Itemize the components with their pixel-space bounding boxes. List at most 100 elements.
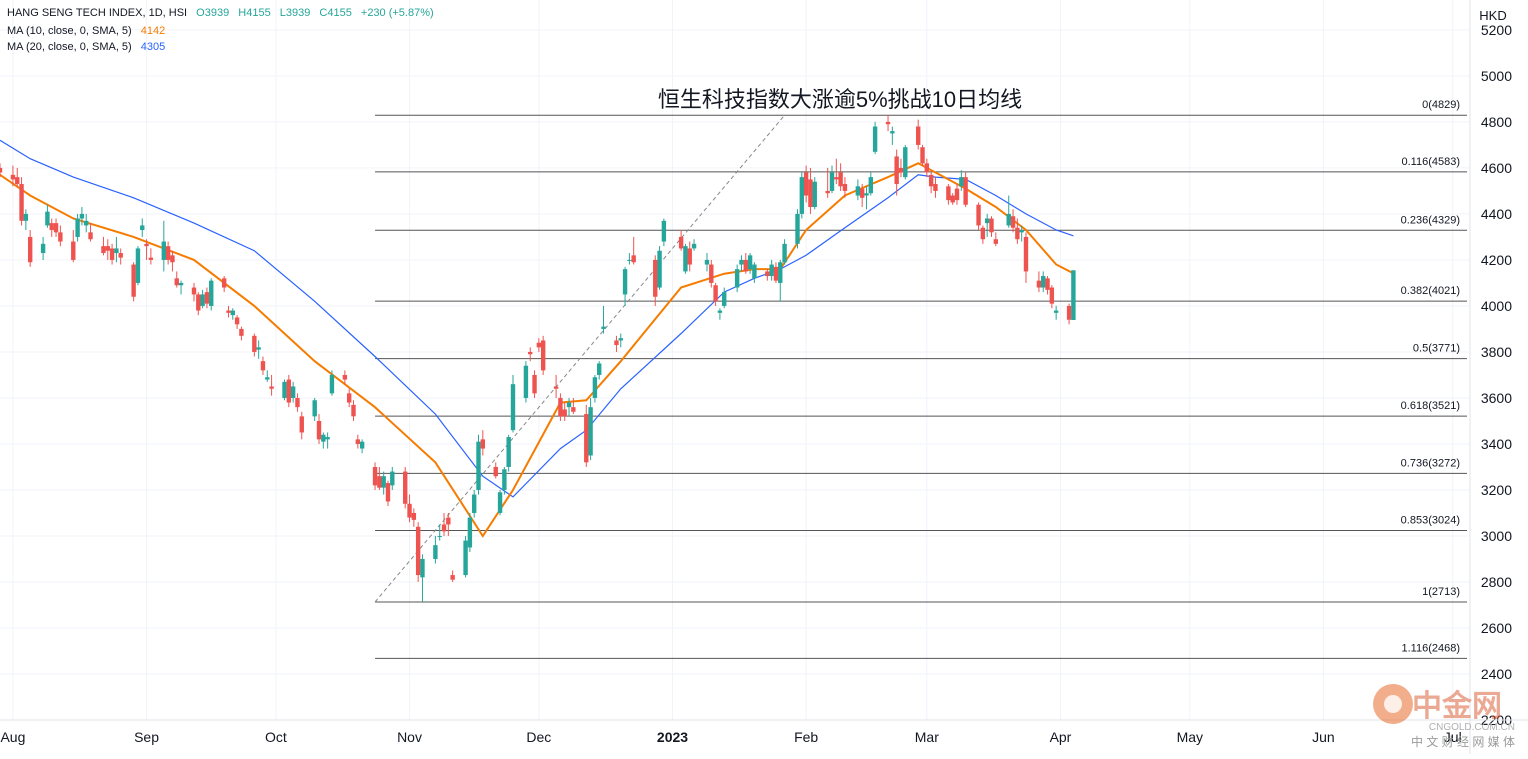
candle (433, 535, 438, 564)
candle-body (450, 575, 455, 580)
candle-body (803, 172, 809, 196)
candle-body (502, 469, 507, 490)
candle-body (747, 255, 753, 270)
x-tick-label: Sep (134, 729, 159, 745)
candle-body (441, 524, 447, 532)
fibonacci-retracement[interactable]: 0(4829) 0.116(4583) 0.236(4329) 0.382(4021)… (375, 99, 1467, 659)
candle (838, 163, 843, 191)
candle (683, 243, 688, 274)
candle (532, 370, 537, 398)
candle-body (993, 239, 999, 244)
candle-body (1049, 287, 1055, 304)
fib-level-label: 1(2713) (1422, 586, 1460, 598)
y-tick-label: 3000 (1481, 528, 1512, 544)
candle-body (691, 243, 697, 249)
candle (45, 204, 50, 228)
candle (295, 393, 300, 412)
candle-body (140, 225, 145, 231)
candle-body (226, 310, 231, 313)
candle-body (506, 437, 511, 467)
y-tick-label: 4800 (1481, 114, 1512, 130)
legend-ma20-row[interactable]: MA (20, close, 0, SMA, 5) 4305 (7, 41, 171, 53)
legend-ma10-row[interactable]: MA (10, close, 0, SMA, 5) 4142 (7, 25, 171, 37)
candle (558, 393, 563, 421)
candle (355, 434, 361, 449)
candle-body (165, 246, 171, 260)
x-tick-label: Oct (265, 729, 287, 745)
candle (528, 347, 533, 362)
candle-body (808, 179, 813, 208)
candle (260, 356, 266, 375)
candle (1036, 271, 1042, 293)
candle-body (282, 381, 287, 398)
ma20-label: MA (20, close, 0, SMA, 5) (7, 41, 132, 53)
candle-body (359, 441, 365, 449)
fib-trend-line (374, 114, 785, 603)
candle (299, 411, 304, 440)
candle (49, 218, 54, 237)
candle (803, 165, 809, 203)
candle-body (765, 271, 770, 277)
candle-body (859, 188, 865, 198)
x-tick-label: Jul (1444, 729, 1462, 745)
candle (950, 193, 955, 205)
candle (553, 374, 559, 398)
candle-body (838, 172, 843, 187)
candle-body (321, 434, 326, 442)
candle-body (773, 266, 779, 281)
candle-body (27, 236, 33, 263)
candle (653, 255, 658, 306)
candle (140, 218, 145, 237)
candle (101, 236, 106, 256)
candle (678, 230, 684, 251)
candle (290, 381, 296, 403)
candle-body (390, 471, 395, 486)
y-tick-label: 2600 (1481, 620, 1512, 636)
candle-body (622, 269, 628, 295)
x-axis[interactable]: Aug Sep Oct Nov Dec 2023 Feb Mar Apr May Jun Jul (0, 719, 1528, 745)
candle (976, 202, 981, 231)
candle (894, 149, 899, 196)
y-axis[interactable]: 2200240026002800300032003400360038004000… (1469, 0, 1512, 754)
candle (1066, 303, 1072, 325)
x-tick-label: Apr (1050, 729, 1072, 745)
candle-body (829, 172, 835, 191)
candle-body (1015, 227, 1020, 240)
candle (747, 253, 753, 274)
y-tick-label: 2400 (1481, 666, 1512, 682)
candle-body (683, 246, 688, 272)
candle (497, 489, 503, 516)
candle (415, 522, 421, 582)
candle (88, 223, 93, 242)
candle (601, 305, 606, 334)
candle-body (510, 384, 516, 431)
candle-body (778, 262, 783, 283)
candle (471, 489, 477, 518)
candle-body (45, 211, 50, 226)
candle-body (950, 195, 955, 203)
candle (403, 466, 408, 509)
candle-body (407, 503, 412, 518)
candle-body (1036, 280, 1042, 288)
legend-change: +230 (+5.87%) (360, 7, 434, 19)
candle-body (898, 167, 904, 173)
candle-body (346, 393, 352, 403)
candles[interactable] (0, 115, 1076, 602)
candle-body (342, 374, 348, 380)
candle-body (855, 186, 861, 196)
candle (144, 239, 149, 260)
candle (381, 471, 386, 495)
candle (209, 278, 214, 311)
candle (23, 209, 29, 231)
candle-body (497, 492, 503, 513)
candle-body (256, 347, 261, 350)
candle-body (377, 476, 382, 488)
candle (510, 374, 516, 433)
candle (221, 276, 227, 293)
y-tick-label: 3600 (1481, 390, 1512, 406)
candle (165, 241, 171, 265)
candle-body (23, 213, 29, 221)
candle (420, 554, 425, 602)
candle (566, 397, 572, 417)
